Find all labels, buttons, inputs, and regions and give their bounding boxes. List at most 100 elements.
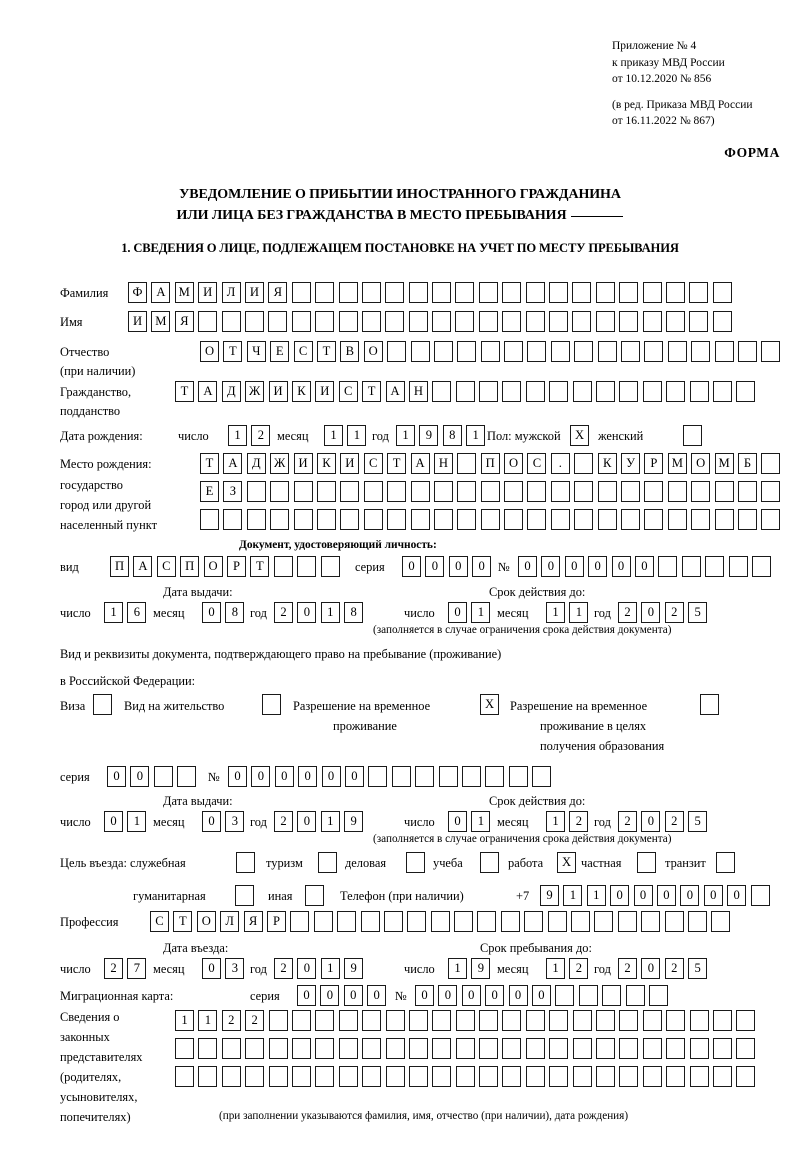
char-cell[interactable] xyxy=(502,311,522,332)
char-cell[interactable] xyxy=(642,311,662,332)
char-cell[interactable] xyxy=(525,381,545,402)
char-cell[interactable] xyxy=(408,1066,428,1087)
char-cell[interactable] xyxy=(689,1066,709,1087)
char-cell[interactable] xyxy=(268,311,288,332)
char-cell[interactable] xyxy=(316,509,336,530)
char-cell[interactable] xyxy=(455,1010,475,1031)
char-cell[interactable]: Л xyxy=(220,911,240,932)
char-cell[interactable] xyxy=(246,481,266,502)
char-cell[interactable] xyxy=(338,282,358,303)
char-cell[interactable] xyxy=(383,911,403,932)
char-cell[interactable] xyxy=(572,381,592,402)
char-cell[interactable] xyxy=(621,509,641,530)
char-cell[interactable] xyxy=(385,1038,405,1059)
char-cell[interactable]: Н xyxy=(408,381,428,402)
char-cell[interactable] xyxy=(714,341,734,362)
char-cell[interactable]: Т xyxy=(362,381,382,402)
char-cell[interactable]: 0 xyxy=(641,958,661,979)
char-cell[interactable] xyxy=(737,509,757,530)
char-cell[interactable]: 2 xyxy=(221,1010,241,1031)
char-cell[interactable] xyxy=(712,1038,732,1059)
char-cell[interactable]: 0 xyxy=(564,556,584,577)
char-cell[interactable] xyxy=(432,381,452,402)
char-cell[interactable]: О xyxy=(200,341,219,362)
char-cell[interactable] xyxy=(361,311,381,332)
char-cell[interactable] xyxy=(455,1038,475,1059)
char-cell[interactable]: 0 xyxy=(107,766,126,787)
char-cell[interactable] xyxy=(290,911,310,932)
char-cell[interactable] xyxy=(596,1010,616,1031)
char-cell[interactable]: 0 xyxy=(656,885,676,906)
char-cell[interactable]: 0 xyxy=(531,985,551,1006)
char-cell[interactable] xyxy=(268,1066,288,1087)
char-cell[interactable]: 5 xyxy=(688,958,708,979)
char-cell[interactable]: А xyxy=(133,556,153,577)
char-cell[interactable]: 0 xyxy=(588,556,608,577)
char-cell[interactable] xyxy=(642,282,662,303)
char-cell[interactable] xyxy=(478,311,498,332)
char-cell[interactable]: Р xyxy=(266,911,286,932)
char-cell[interactable] xyxy=(714,509,734,530)
char-cell[interactable]: 0 xyxy=(461,985,481,1006)
char-cell[interactable] xyxy=(761,341,781,362)
char-cell[interactable] xyxy=(363,481,383,502)
sex-female-checkbox[interactable] xyxy=(683,425,702,446)
char-cell[interactable] xyxy=(480,481,500,502)
char-cell[interactable] xyxy=(691,509,711,530)
char-cell[interactable] xyxy=(571,911,591,932)
char-cell[interactable]: 1 xyxy=(175,1010,194,1031)
char-cell[interactable] xyxy=(338,311,358,332)
char-cell[interactable]: С xyxy=(293,341,313,362)
char-cell[interactable]: 0 xyxy=(321,766,341,787)
char-cell[interactable] xyxy=(433,509,453,530)
purpose-other-checkbox[interactable] xyxy=(305,885,324,906)
char-cell[interactable]: К xyxy=(316,453,336,474)
char-cell[interactable] xyxy=(455,282,475,303)
char-cell[interactable] xyxy=(621,341,641,362)
char-cell[interactable] xyxy=(597,481,617,502)
char-cell[interactable]: 0 xyxy=(641,602,661,623)
char-cell[interactable]: 0 xyxy=(130,766,150,787)
char-cell[interactable]: В xyxy=(340,341,360,362)
char-cell[interactable] xyxy=(457,509,477,530)
char-cell[interactable] xyxy=(712,1066,732,1087)
char-cell[interactable]: 9 xyxy=(344,811,364,832)
char-cell[interactable]: 2 xyxy=(104,958,123,979)
char-cell[interactable]: 0 xyxy=(703,885,723,906)
char-cell[interactable]: 0 xyxy=(402,556,421,577)
char-cell[interactable] xyxy=(596,1038,616,1059)
char-cell[interactable] xyxy=(315,1066,335,1087)
char-cell[interactable] xyxy=(175,1038,194,1059)
char-cell[interactable]: 0 xyxy=(641,811,661,832)
char-cell[interactable] xyxy=(198,1066,218,1087)
char-cell[interactable] xyxy=(291,282,311,303)
char-cell[interactable] xyxy=(574,509,594,530)
char-cell[interactable] xyxy=(360,911,380,932)
char-cell[interactable] xyxy=(751,556,771,577)
char-cell[interactable]: И xyxy=(198,282,218,303)
char-cell[interactable] xyxy=(527,481,547,502)
char-cell[interactable]: О xyxy=(196,911,216,932)
char-cell[interactable]: 0 xyxy=(297,958,317,979)
char-cell[interactable]: 2 xyxy=(618,958,637,979)
char-cell[interactable] xyxy=(410,509,430,530)
char-cell[interactable] xyxy=(368,766,388,787)
char-cell[interactable]: 1 xyxy=(127,811,147,832)
char-cell[interactable]: К xyxy=(291,381,311,402)
char-cell[interactable] xyxy=(198,311,218,332)
char-cell[interactable]: 9 xyxy=(419,425,439,446)
char-cell[interactable] xyxy=(175,1066,194,1087)
char-cell[interactable]: З xyxy=(223,481,243,502)
char-cell[interactable] xyxy=(504,341,524,362)
char-cell[interactable] xyxy=(479,1010,499,1031)
char-cell[interactable] xyxy=(223,509,243,530)
char-cell[interactable] xyxy=(712,311,732,332)
